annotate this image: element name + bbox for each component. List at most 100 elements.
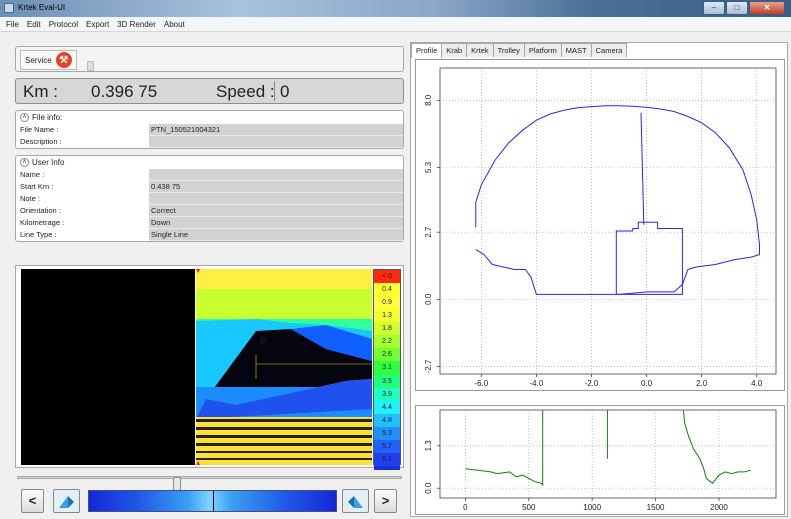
name-row: Name :: [16, 169, 403, 181]
maximize-button[interactable]: □: [726, 1, 748, 15]
legend-cell: 3.1: [374, 361, 400, 375]
series-line: [475, 249, 760, 295]
field-label: Orientation :: [20, 206, 61, 215]
position-slider[interactable]: [17, 476, 402, 491]
x-tick-label: -2.0: [585, 379, 599, 388]
menu-about[interactable]: About: [163, 20, 185, 29]
file-info-header[interactable]: ∧ File info:: [16, 111, 403, 124]
file-info-panel: ∧ File info: File Name : PTN_15052100432…: [15, 110, 404, 149]
orientation-row: Orientation : Correct: [16, 205, 403, 217]
profile-plot-svg: -6.0 -4.0 -2.0 0.0 2.0 4.0 -2.7 0.0 2.7 5.3 8.0: [424, 67, 777, 388]
window-controls: – □ ✕: [702, 1, 785, 15]
line-type-value: Single Line: [149, 229, 403, 241]
x-tick-label: 0.0: [641, 379, 653, 388]
menu-export[interactable]: Export: [86, 20, 110, 29]
series-line: [475, 105, 760, 255]
start-km-value: 0.438 75: [149, 181, 403, 193]
legend-cell: 1.8: [374, 322, 400, 336]
x-tick-label: 4.0: [751, 379, 763, 388]
user-info-panel: ∧ User Info Name : Start Km : 0.438 75 N…: [15, 155, 404, 242]
scan-image-area: < 0 0.4 0.9 1.3 1.8 2.2 2.6 3.1 3.5 3.9 4.4 4.8 5.3 5…: [15, 265, 404, 493]
trace-plot-svg: 0 500 1000 1500 2000 0.0 1.3: [424, 409, 777, 512]
legend-cell: 4.8: [374, 413, 400, 427]
app-icon: [4, 3, 14, 13]
legend-cell: 5.3: [374, 426, 400, 440]
series-line: [682, 409, 751, 485]
profile-plot: -6.0 -4.0 -2.0 0.0 2.0 4.0 -2.7 0.0 2.7 5.3 8.0: [415, 59, 785, 391]
tab-trolley[interactable]: Trolley: [492, 43, 525, 57]
legend-cell: 0.4: [374, 283, 400, 297]
slider-thumb[interactable]: [172, 477, 181, 491]
tab-platform[interactable]: Platform: [523, 43, 562, 57]
menu-3d-render[interactable]: 3D Render: [117, 20, 156, 29]
menu-bar: File Edit Protocol Export 3D Render Abou…: [0, 17, 791, 32]
previous-frame-icon[interactable]: [53, 489, 80, 513]
tab-camera[interactable]: Camera: [590, 43, 628, 57]
next-frame-icon[interactable]: [342, 489, 369, 513]
series-line: [640, 112, 645, 225]
menu-edit[interactable]: Edit: [26, 20, 41, 29]
user-info-title: User Info: [32, 158, 65, 167]
position-indicator-bar[interactable]: [88, 490, 337, 512]
plot-area: [439, 409, 777, 499]
readout-divider: [274, 81, 275, 101]
chevron-up-icon[interactable]: ∧: [20, 113, 29, 122]
y-tick-label: 8.0: [424, 94, 433, 106]
tab-krab[interactable]: Krab: [441, 43, 468, 57]
x-tick-label: 1500: [647, 503, 665, 512]
field-label: Kilometrage :: [20, 218, 65, 227]
position-readout: Km : 0.396 75 Speed : 0: [15, 78, 404, 104]
view-tabs: Profile Krab Krtek Trolley Platform MAST Camer…: [411, 43, 628, 58]
field-label: Note :: [20, 194, 41, 203]
x-tick-label: 500: [522, 503, 536, 512]
legend-cell: 4.4: [374, 400, 400, 414]
legend-cell: 3.9: [374, 387, 400, 401]
legend-cell: 1.3: [374, 309, 400, 323]
y-tick-label: 1.3: [424, 440, 433, 452]
next-button[interactable]: >: [374, 489, 397, 513]
note-value: [149, 193, 403, 205]
field-label: Start Km :: [20, 182, 54, 191]
previous-button[interactable]: <: [21, 489, 44, 513]
speed-label: Speed :: [216, 82, 275, 101]
tab-krtek[interactable]: Krtek: [466, 43, 494, 57]
y-tick-label: 0.0: [424, 482, 433, 494]
legend-cell: 2.6: [374, 348, 400, 362]
position-needle: [212, 491, 214, 511]
service-toolbar: Service ⚒: [15, 46, 404, 72]
x-tick-label: 0: [463, 503, 468, 512]
x-tick-label: 1000: [583, 503, 601, 512]
depth-scan-graphic: [196, 269, 372, 465]
minimize-button[interactable]: –: [703, 1, 725, 15]
start-km-row: Start Km : 0.438 75: [16, 181, 403, 193]
kilometrage-row: Kilometrage : Down: [16, 217, 403, 229]
x-tick-label: 2000: [710, 503, 728, 512]
km-value: 0.396 75: [91, 82, 158, 101]
tab-profile[interactable]: Profile: [411, 43, 443, 58]
color-scale-legend: < 0 0.4 0.9 1.3 1.8 2.2 2.6 3.1 3.5 3.9 4.4 4.8 5.3 5…: [373, 269, 401, 493]
toolbar-grip[interactable]: [87, 61, 94, 71]
service-button[interactable]: Service ⚒: [20, 50, 77, 70]
chevron-up-icon[interactable]: ∧: [20, 158, 29, 167]
menu-file[interactable]: File: [6, 20, 19, 29]
y-tick-label: -2.7: [424, 359, 433, 373]
y-tick-label: 0.0: [424, 293, 433, 305]
title-bar: Krtek Eval-UI – □ ✕: [0, 0, 791, 17]
camera-image: [21, 269, 195, 465]
legend-cell: 2.2: [374, 335, 400, 349]
legend-cell: 0.9: [374, 296, 400, 310]
playback-controls: < >: [15, 470, 404, 515]
file-name-value: PTN_150521004321: [149, 124, 403, 136]
depth-scan-image[interactable]: [196, 269, 372, 465]
field-label: Description :: [20, 137, 62, 146]
menu-protocol[interactable]: Protocol: [48, 20, 79, 29]
x-tick-label: -4.0: [529, 379, 543, 388]
file-name-row: File Name : PTN_150521004321: [16, 124, 403, 136]
name-value: [149, 169, 403, 181]
window-title: Krtek Eval-UI: [18, 3, 66, 12]
legend-cell: 5.7: [374, 439, 400, 453]
close-button[interactable]: ✕: [749, 1, 785, 15]
user-info-header[interactable]: ∧ User Info: [16, 156, 403, 169]
tab-mast[interactable]: MAST: [560, 43, 592, 57]
x-tick-label: 2.0: [696, 379, 708, 388]
